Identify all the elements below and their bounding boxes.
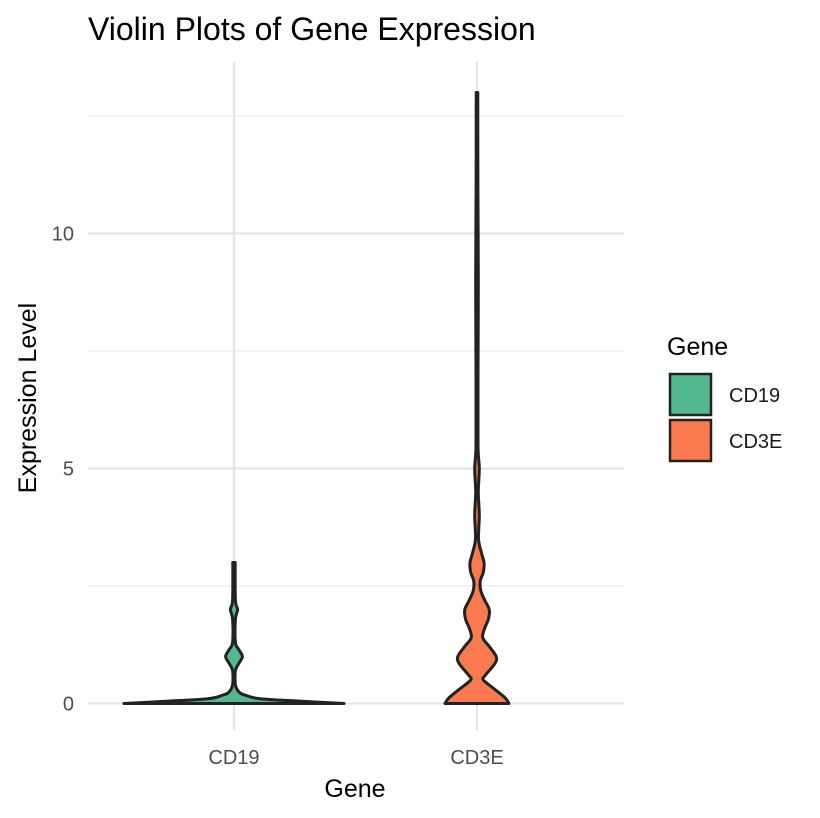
x-tick-label-cd19: CD19 <box>208 747 259 769</box>
legend-swatch-cd19 <box>668 372 713 417</box>
chart-title: Violin Plots of Gene Expression <box>88 11 536 47</box>
legend-swatch-cd3e <box>668 418 713 463</box>
y-axis-ticks: 0 5 10 <box>52 224 74 716</box>
y-tick-label-0: 0 <box>63 694 74 716</box>
violin-layer <box>122 91 511 705</box>
grid-lines <box>88 62 624 730</box>
x-axis-title: Gene <box>324 775 385 803</box>
legend-label-cd19: CD19 <box>729 385 780 407</box>
y-tick-label-2: 10 <box>52 224 74 246</box>
y-tick-label-1: 5 <box>63 459 74 481</box>
x-tick-label-cd3e: CD3E <box>450 747 503 769</box>
y-axis-title: Expression Level <box>14 303 42 493</box>
violin-cd19 <box>122 561 346 705</box>
legend-entries: CD19 CD3E <box>668 372 782 463</box>
legend-title: Gene <box>667 333 728 361</box>
legend: Gene CD19 CD3E <box>667 333 782 463</box>
violin-cd3e <box>443 91 511 705</box>
legend-label-cd3e: CD3E <box>729 431 782 453</box>
x-axis-ticks: CD19 CD3E <box>208 747 503 769</box>
